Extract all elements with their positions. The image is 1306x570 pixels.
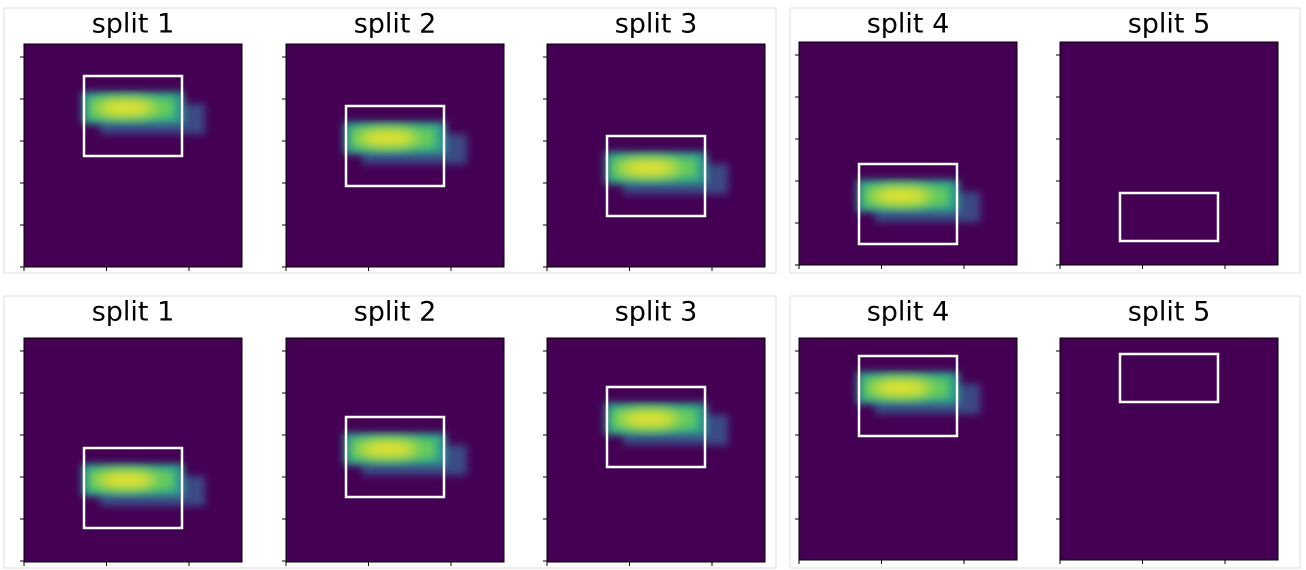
panel-group: split 1 split 2 split 3 (4, 296, 776, 568)
heatmap-background (799, 338, 1017, 560)
panel: split 3 (543, 9, 765, 272)
figure: split 1split 2split 3split 4split 5split… (0, 0, 1306, 570)
panel-title: split 3 (615, 297, 698, 328)
panel: split 4 (795, 297, 1017, 565)
heatmap-background (799, 42, 1017, 265)
panel-title: split 4 (867, 9, 950, 40)
panel: split 1 (20, 297, 242, 567)
blob-peak (96, 472, 156, 488)
panel-title: split 3 (615, 9, 698, 40)
panel-group: split 4 split 5 (790, 8, 1300, 273)
panel: split 4 (795, 9, 1017, 270)
panel-title: split 2 (354, 297, 437, 328)
blob-peak (871, 380, 931, 396)
heatmap-background (547, 338, 765, 562)
panel-title: split 2 (354, 9, 437, 40)
blob-peak (96, 100, 156, 116)
panel-title: split 5 (1128, 297, 1211, 328)
panel-title: split 1 (92, 9, 175, 40)
panel-title: split 4 (867, 297, 950, 328)
blob-peak (358, 130, 418, 146)
blob-peak (358, 441, 418, 457)
panel: split 1 (20, 9, 242, 272)
blob-peak (619, 411, 679, 427)
blob-peak (871, 188, 931, 204)
panel: split 5 (1056, 9, 1278, 270)
panel: split 2 (282, 9, 504, 272)
panel-title: split 5 (1128, 9, 1211, 40)
panel-title: split 1 (92, 297, 175, 328)
panel: split 2 (282, 297, 504, 567)
panel-group: split 1 split 2 split 3 (4, 8, 776, 273)
blob-peak (619, 160, 679, 176)
panel-group: split 4 split 5 (790, 296, 1300, 568)
panel: split 5 (1056, 297, 1278, 565)
panel: split 3 (543, 297, 765, 567)
heatmap-background (1060, 42, 1278, 265)
